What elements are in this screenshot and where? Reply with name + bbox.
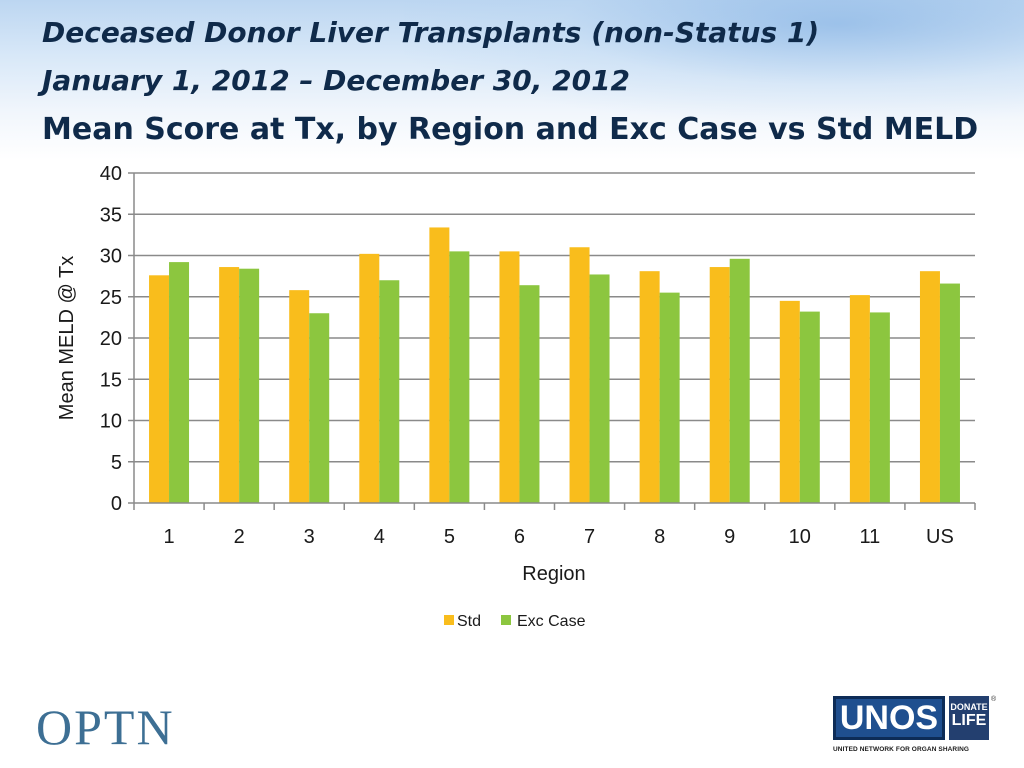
slide-title-line-3: Mean Score at Tx, by Region and Exc Case… bbox=[42, 112, 979, 147]
header-background bbox=[0, 0, 1024, 160]
y-axis-label: Mean MELD @ Tx bbox=[56, 256, 78, 420]
legend-swatch bbox=[444, 615, 454, 625]
x-tick-label: 5 bbox=[444, 526, 455, 548]
slide-title-line-1: Deceased Donor Liver Transplants (non-St… bbox=[42, 16, 820, 49]
x-tick-label: 2 bbox=[234, 526, 245, 548]
bar-std-region-2 bbox=[219, 267, 240, 503]
bar-exc-case-region-3 bbox=[309, 313, 330, 503]
legend-label: Exc Case bbox=[517, 613, 586, 630]
x-tick-label: 10 bbox=[789, 526, 811, 548]
bar-std-region-5 bbox=[429, 227, 450, 503]
y-tick-label: 0 bbox=[111, 493, 122, 515]
bar-std-region-7 bbox=[569, 247, 590, 503]
gridlines bbox=[134, 172, 975, 463]
legend: Std Exc Case bbox=[444, 613, 586, 630]
bar-exc-case-region-10 bbox=[799, 311, 820, 503]
unos-tagline: UNITED NETWORK FOR ORGAN SHARING bbox=[833, 746, 970, 753]
bar-exc-case-region-11 bbox=[869, 312, 890, 503]
unos-logo-text: UNOS bbox=[833, 696, 945, 740]
legend-label: Std bbox=[457, 613, 481, 630]
x-axis-label: Region bbox=[522, 563, 585, 585]
donate-label: DONATE bbox=[950, 702, 988, 712]
y-tick-label: 15 bbox=[100, 369, 122, 391]
x-tick-label: 9 bbox=[724, 526, 735, 548]
bars bbox=[149, 227, 960, 503]
legend-swatch bbox=[501, 615, 511, 625]
x-tick-label: 1 bbox=[163, 526, 174, 548]
slide-title-line-2: January 1, 2012 – December 30, 2012 bbox=[42, 64, 631, 97]
bar-exc-case-region-4 bbox=[379, 280, 400, 503]
y-tick-label: 20 bbox=[100, 328, 122, 350]
x-tick-label: 7 bbox=[584, 526, 595, 548]
bar-exc-case-region-7 bbox=[589, 274, 610, 503]
bar-std-region-10 bbox=[779, 300, 800, 503]
unos-logo: UNOS DONATE LIFE ® UNITED NETWORK FOR OR… bbox=[833, 696, 998, 758]
x-tick-labels: 1 2 3 4 5 6 7 8 9 10 11 US bbox=[163, 526, 953, 548]
bar-std-region-11 bbox=[849, 295, 870, 503]
x-tick-label: 6 bbox=[514, 526, 525, 548]
bar-std-region-4 bbox=[359, 253, 380, 503]
bar-std-region-1 bbox=[149, 275, 170, 503]
y-tick-label: 35 bbox=[100, 204, 122, 226]
x-tick-label: 11 bbox=[859, 526, 880, 548]
life-label: LIFE bbox=[951, 712, 987, 729]
bar-exc-case-region-us bbox=[939, 283, 960, 503]
bar-exc-case-region-1 bbox=[169, 262, 190, 503]
bar-std-region-8 bbox=[639, 271, 660, 503]
bar-std-region-6 bbox=[499, 251, 520, 503]
bar-std-region-9 bbox=[709, 267, 730, 503]
y-tick-label: 10 bbox=[100, 411, 122, 433]
y-tick-label: 5 bbox=[111, 452, 122, 474]
bar-exc-case-region-6 bbox=[519, 285, 540, 503]
optn-logo: OPTN bbox=[36, 699, 175, 755]
y-tick-labels: 0 5 10 15 20 25 30 35 40 bbox=[100, 163, 122, 515]
x-tick-label: 4 bbox=[374, 526, 385, 548]
bar-std-region-us bbox=[919, 271, 940, 503]
x-tick-label: US bbox=[926, 526, 954, 548]
axes bbox=[128, 172, 976, 510]
bar-exc-case-region-8 bbox=[659, 292, 680, 503]
y-tick-label: 30 bbox=[100, 246, 122, 268]
bar-exc-case-region-2 bbox=[239, 268, 260, 503]
registered-mark: ® bbox=[991, 696, 997, 703]
x-tick-label: 8 bbox=[654, 526, 665, 548]
bar-exc-case-region-5 bbox=[449, 251, 470, 503]
y-tick-label: 40 bbox=[100, 163, 122, 185]
y-tick-label: 25 bbox=[100, 287, 122, 309]
bar-exc-case-region-9 bbox=[729, 258, 750, 503]
bar-chart: 0 5 10 15 20 25 30 35 40 1 2 3 4 5 6 7 8 9 10 11 US Mean ME… bbox=[56, 163, 976, 630]
x-tick-label: 3 bbox=[304, 526, 315, 548]
bar-std-region-3 bbox=[289, 290, 310, 503]
donate-life-badge: DONATE LIFE bbox=[949, 696, 989, 740]
